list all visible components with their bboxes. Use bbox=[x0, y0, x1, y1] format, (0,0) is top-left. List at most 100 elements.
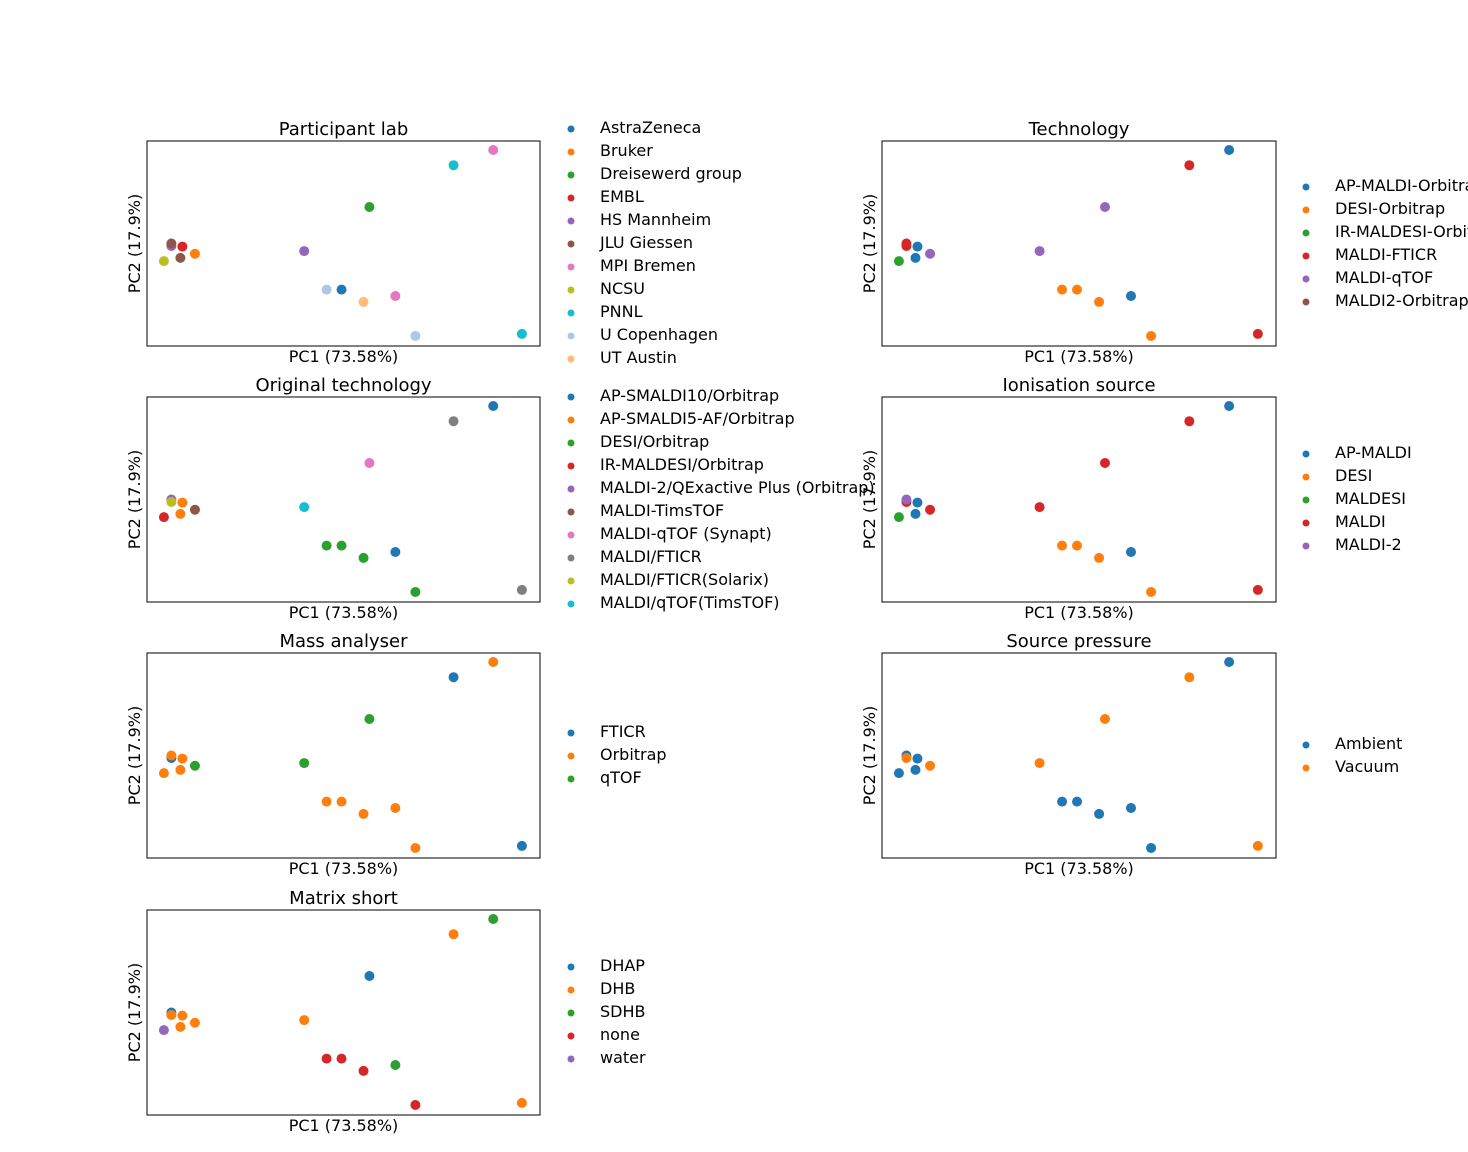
data-point-1-1 bbox=[516, 1097, 527, 1108]
y-axis-label: PC2 (17.9%) bbox=[125, 450, 144, 549]
legend-marker-1 bbox=[1302, 764, 1310, 772]
data-point-0-7 bbox=[1146, 842, 1157, 853]
plot-area-frame bbox=[146, 396, 541, 603]
legend-label-5: JLU Giessen bbox=[599, 233, 693, 252]
legend-label-4: HS Mannheim bbox=[600, 210, 711, 229]
legend-label-1: Bruker bbox=[600, 141, 653, 160]
legend: Ambient Vacuum bbox=[1302, 734, 1402, 776]
data-point-5-1 bbox=[166, 238, 177, 249]
data-point-0-8 bbox=[893, 768, 904, 779]
plot-area-frame bbox=[881, 652, 1277, 859]
legend-marker-4 bbox=[567, 485, 575, 493]
legend-marker-1 bbox=[1302, 206, 1310, 214]
x-axis-label: PC1 (73.58%) bbox=[1024, 603, 1134, 622]
y-axis-label: PC2 (17.9%) bbox=[125, 194, 144, 293]
data-point-1-1 bbox=[1072, 284, 1083, 295]
legend-label-3: EMBL bbox=[600, 187, 644, 206]
data-point-5-0 bbox=[189, 504, 200, 515]
legend-marker-2 bbox=[1302, 496, 1310, 504]
legend-marker-3 bbox=[567, 462, 575, 470]
data-point-9-1 bbox=[410, 330, 421, 341]
legend-label-0: AstraZeneca bbox=[600, 118, 701, 137]
data-point-0-0 bbox=[1224, 145, 1235, 156]
data-point-1-8 bbox=[158, 768, 169, 779]
data-point-3-3 bbox=[1034, 502, 1045, 513]
legend-marker-1 bbox=[567, 416, 575, 424]
legend: AP-MALDI DESI MALDESI MALDI MALDI-2 bbox=[1302, 443, 1412, 554]
legend-label-0: AP-MALDI-Orbitrap bbox=[1335, 176, 1468, 195]
legend-label-4: MALDI-2 bbox=[1335, 535, 1402, 554]
y-axis-label: PC2 (17.9%) bbox=[860, 450, 879, 549]
legend-label-3: MALDI-FTICR bbox=[1335, 245, 1437, 264]
legend-marker-5 bbox=[567, 240, 575, 248]
data-point-8-1 bbox=[516, 328, 527, 339]
legend-marker-1 bbox=[567, 986, 575, 994]
data-point-0-1 bbox=[390, 546, 401, 557]
data-point-0-0 bbox=[1224, 401, 1235, 412]
data-point-0-1 bbox=[1126, 546, 1137, 557]
legend-label-3: IR-MALDESI/Orbitrap bbox=[600, 455, 764, 474]
data-point-0-3 bbox=[910, 764, 921, 775]
data-point-3-0 bbox=[158, 512, 169, 523]
x-axis-label: PC1 (73.58%) bbox=[1024, 347, 1134, 366]
chart-panel-4: Mass analyser PC1 (73.58%) PC2 (17.9%) FTIC… bbox=[125, 631, 667, 878]
data-point-0-0 bbox=[336, 284, 347, 295]
data-point-0-5 bbox=[1072, 796, 1083, 807]
chart-title: Matrix short bbox=[289, 888, 398, 909]
legend-marker-4 bbox=[567, 1055, 575, 1063]
chart-title: Technology bbox=[1028, 119, 1130, 140]
plot-area-frame bbox=[881, 396, 1277, 603]
legend: DHAP DHB SDHB none water bbox=[567, 956, 646, 1067]
data-point-7-1 bbox=[516, 584, 527, 595]
legend-label-8: MALDI/FTICR(Solarix) bbox=[600, 570, 769, 589]
legend-marker-4 bbox=[1302, 275, 1310, 283]
data-point-10-0 bbox=[358, 296, 369, 307]
legend-marker-0 bbox=[1302, 450, 1310, 458]
legend-marker-6 bbox=[567, 531, 575, 539]
legend-marker-0 bbox=[567, 963, 575, 971]
legend-label-2: qTOF bbox=[600, 768, 642, 787]
legend-label-4: MALDI-qTOF bbox=[1335, 268, 1433, 287]
data-point-3-0 bbox=[321, 1053, 332, 1064]
data-point-1-6 bbox=[358, 808, 369, 819]
x-axis-label: PC1 (73.58%) bbox=[289, 347, 399, 366]
legend-marker-9 bbox=[567, 600, 575, 608]
legend-label-0: Ambient bbox=[1335, 734, 1402, 753]
y-axis-label: PC2 (17.9%) bbox=[125, 963, 144, 1062]
data-point-2-1 bbox=[299, 758, 310, 769]
data-point-2-2 bbox=[189, 760, 200, 771]
data-point-2-3 bbox=[410, 586, 421, 597]
legend-label-2: MALDESI bbox=[1335, 489, 1406, 508]
data-point-1-3 bbox=[1146, 330, 1157, 341]
chart-panel-3: Ionisation source PC1 (73.58%) PC2 (17.9%)… bbox=[860, 375, 1412, 622]
data-point-1-7 bbox=[410, 842, 421, 853]
data-point-9-0 bbox=[299, 502, 310, 513]
legend-label-2: SDHB bbox=[600, 1002, 645, 1021]
data-point-1-3 bbox=[189, 1017, 200, 1028]
data-point-3-0 bbox=[1184, 160, 1195, 171]
data-point-6-0 bbox=[364, 458, 375, 469]
legend: AP-SMALDI10/Orbitrap AP-SMALDI5-AF/Orbitr… bbox=[567, 386, 875, 612]
data-point-1-1 bbox=[175, 508, 186, 519]
legend-marker-9 bbox=[567, 332, 575, 340]
data-point-7-0 bbox=[158, 256, 169, 267]
x-axis-label: PC1 (73.58%) bbox=[1024, 859, 1134, 878]
legend-label-6: MPI Bremen bbox=[600, 256, 696, 275]
legend-marker-2 bbox=[1302, 229, 1310, 237]
legend-marker-3 bbox=[1302, 519, 1310, 527]
legend-marker-1 bbox=[567, 752, 575, 760]
data-point-1-4 bbox=[177, 1010, 188, 1021]
data-point-3-2 bbox=[358, 1065, 369, 1076]
legend-label-0: DHAP bbox=[600, 956, 645, 975]
data-point-2-2 bbox=[358, 552, 369, 563]
legend-label-2: Dreisewerd group bbox=[600, 164, 742, 183]
legend-marker-5 bbox=[1302, 298, 1310, 306]
data-point-0-0 bbox=[1224, 657, 1235, 668]
data-point-2-0 bbox=[321, 540, 332, 551]
data-point-0-2 bbox=[912, 753, 923, 764]
data-point-1-0 bbox=[189, 248, 200, 259]
data-point-1-0 bbox=[1184, 672, 1195, 683]
data-point-1-6 bbox=[166, 1009, 177, 1020]
legend-label-1: DESI bbox=[1335, 466, 1372, 485]
legend: AstraZeneca Bruker Dreisewerd group EMBL HS … bbox=[567, 118, 742, 367]
